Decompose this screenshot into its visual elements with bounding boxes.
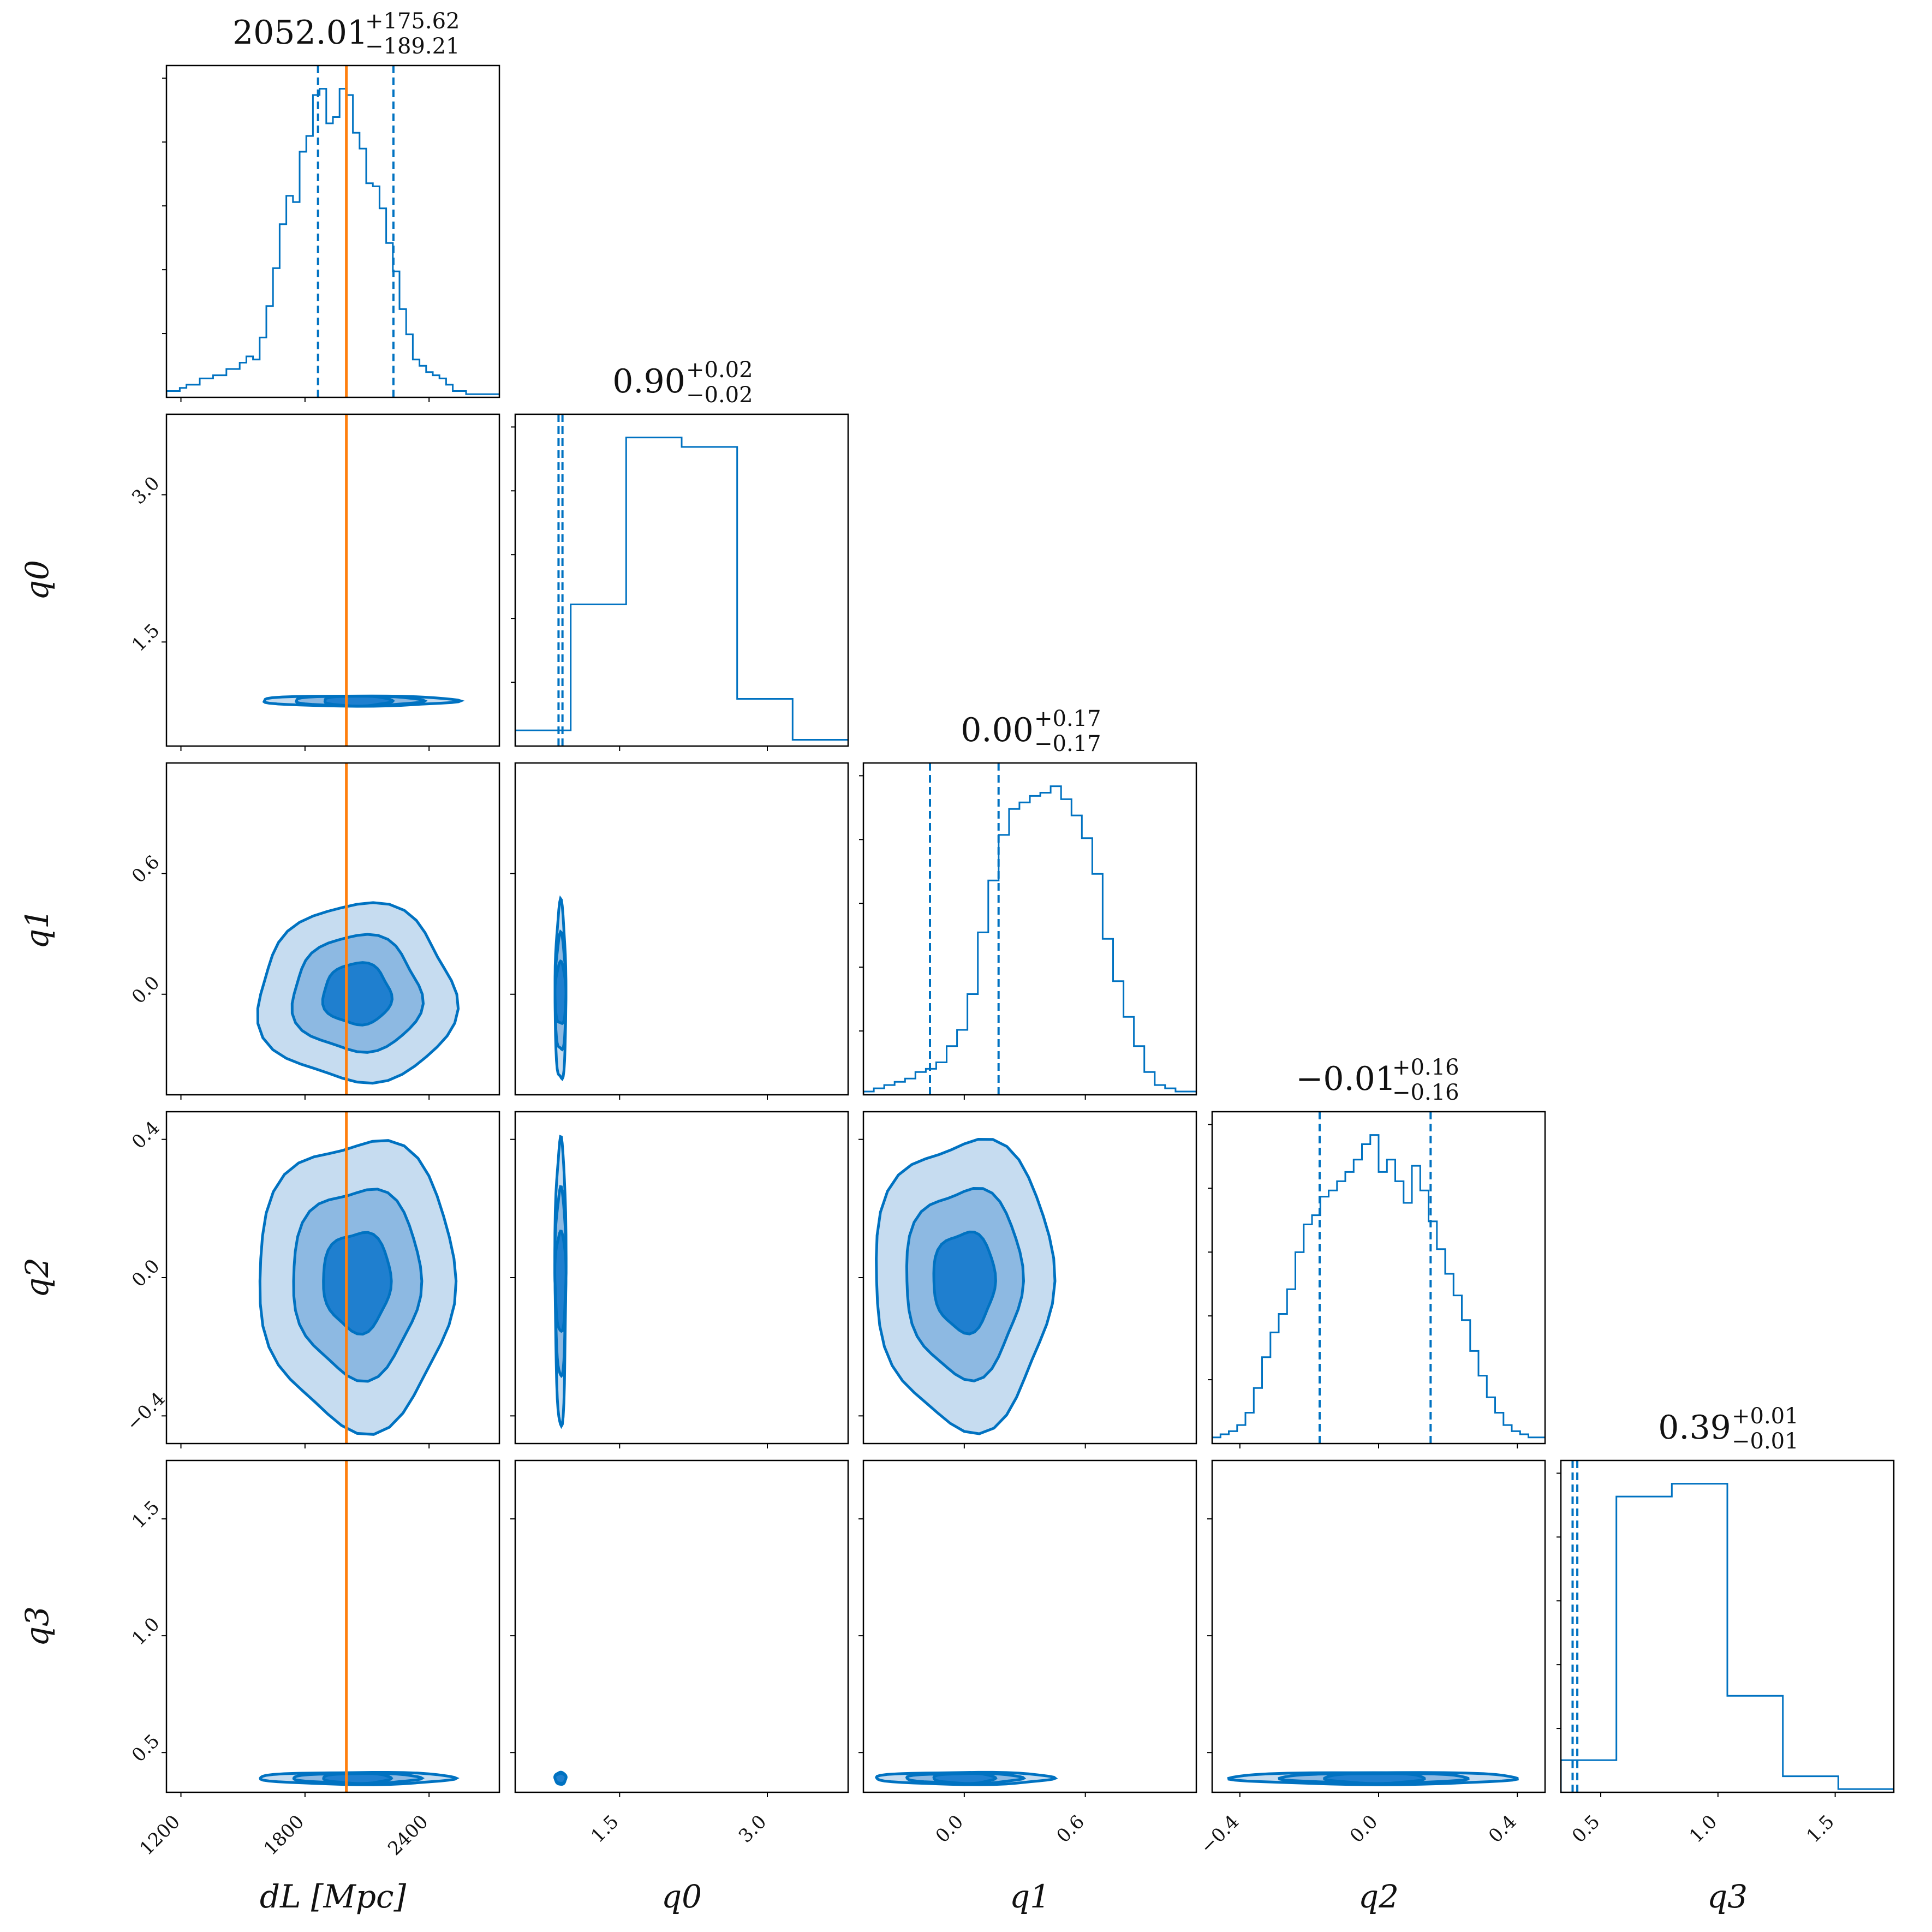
panel-title-minus-dL: −189.21 bbox=[365, 34, 460, 59]
contour-panel-q1-q2 bbox=[858, 1111, 1197, 1448]
contour-level-3 bbox=[553, 1772, 568, 1785]
contour-panel-q0-q1 bbox=[510, 762, 849, 1100]
contour-level-3 bbox=[321, 961, 394, 1027]
x-tick-label: 3.0 bbox=[735, 1811, 771, 1847]
hist-line-dL bbox=[166, 88, 499, 397]
axis-labels: dL [Mpc] q0 q1 q2 q3 q0 q1 q2 q3 bbox=[19, 560, 1748, 1915]
hist-line-q2 bbox=[1212, 1134, 1545, 1444]
y-axis-label-q0: q0 bbox=[19, 560, 56, 600]
contour-level-3 bbox=[932, 1230, 997, 1335]
panel-title-plus-q0: +0.02 bbox=[686, 357, 753, 383]
hist-panel-q0: 0.90 +0.02−0.02 bbox=[511, 357, 849, 751]
panel-frame bbox=[1560, 1459, 1895, 1793]
y-axis-label-q1: q1 bbox=[19, 909, 56, 949]
contour-panel-dL-q0: 1.5 3.0 bbox=[128, 413, 500, 751]
panel-title-q1: 0.00 bbox=[961, 711, 1034, 749]
y-tick-label: 0.5 bbox=[128, 1730, 164, 1767]
hist-panel-q2: −0.01+0.16−0.16 bbox=[1208, 1055, 1546, 1448]
panel-frame bbox=[165, 1459, 500, 1793]
panel-frame bbox=[165, 762, 500, 1096]
panel-title-minus-q0: −0.02 bbox=[686, 383, 753, 408]
y-tick-label: 0.0 bbox=[128, 972, 164, 1009]
panel-frame bbox=[165, 413, 500, 747]
x-tick-label: 1.5 bbox=[1802, 1811, 1839, 1847]
x-axis-label-q0: q0 bbox=[661, 1878, 702, 1915]
contour-panel-q0-q3: 1.5 3.0 bbox=[510, 1459, 849, 1847]
y-tick-label: 1.5 bbox=[128, 619, 164, 656]
x-axis-label-dL: dL [Mpc] bbox=[260, 1878, 407, 1915]
y-tick-label: 0.0 bbox=[128, 1255, 164, 1292]
contour-panel-q1-q3: 0.0 0.6 bbox=[858, 1459, 1197, 1847]
hist-line-q3 bbox=[1561, 1483, 1894, 1792]
x-axis-label-q2: q2 bbox=[1358, 1878, 1399, 1915]
panel-title-q3: 0.39 bbox=[1658, 1409, 1731, 1447]
panel-frame bbox=[1211, 1459, 1546, 1793]
x-tick-label: 0.5 bbox=[1568, 1811, 1605, 1847]
hist-line-q0 bbox=[515, 437, 848, 746]
x-tick-label: −0.4 bbox=[1196, 1811, 1244, 1858]
y-tick-label: 1.5 bbox=[128, 1496, 164, 1533]
panel-title-plus-q3: +0.01 bbox=[1732, 1404, 1799, 1429]
x-axis-label-q3: q3 bbox=[1707, 1878, 1748, 1915]
x-tick-label: 1.0 bbox=[1685, 1811, 1722, 1847]
contour-level-3 bbox=[322, 1231, 393, 1336]
contour-panel-dL-q2: −0.4 0.0 0.4 bbox=[122, 1111, 500, 1448]
x-tick-label: 0.0 bbox=[1346, 1811, 1382, 1847]
panel-title-dL: 2052.01 bbox=[232, 14, 368, 52]
panel-title-plus-q1: +0.17 bbox=[1034, 706, 1101, 731]
contour-level-3 bbox=[323, 695, 395, 708]
contour-level-3 bbox=[553, 1229, 568, 1333]
contour-level-3 bbox=[322, 1772, 393, 1785]
panel-title-plus-q2: +0.16 bbox=[1392, 1055, 1459, 1080]
x-tick-label: 0.6 bbox=[1053, 1811, 1089, 1847]
panel-title-q0: 0.90 bbox=[612, 362, 685, 401]
x-tick-label: 2400 bbox=[384, 1811, 432, 1859]
hist-line-q1 bbox=[863, 785, 1196, 1095]
y-tick-label: 0.6 bbox=[128, 851, 164, 888]
y-tick-label: −0.4 bbox=[122, 1388, 170, 1435]
panel-title-minus-q2: −0.16 bbox=[1392, 1080, 1459, 1105]
contour-panel-dL-q1: 0.0 0.6 bbox=[128, 762, 500, 1100]
contour-panel-dL-q3: 1200 1800 2400 0.5 1.0 1.5 bbox=[128, 1459, 500, 1860]
x-tick-label: 1200 bbox=[135, 1811, 184, 1859]
panel-title-minus-q3: −0.01 bbox=[1732, 1429, 1799, 1454]
panel-frame bbox=[862, 762, 1197, 1096]
panel-title-q2: −0.01 bbox=[1296, 1060, 1396, 1098]
panel-frame bbox=[514, 762, 849, 1096]
y-tick-label: 0.4 bbox=[128, 1117, 164, 1154]
panel-frame bbox=[165, 64, 500, 398]
panels: 2052.01+175.62−189.211.53.00.90 +0.02−0.0… bbox=[122, 9, 1895, 1860]
panel-frame bbox=[862, 1459, 1197, 1793]
y-tick-label: 3.0 bbox=[128, 472, 164, 509]
x-tick-label: 1.5 bbox=[587, 1811, 623, 1847]
contour-level-3 bbox=[553, 959, 568, 1025]
panel-title-plus-dL: +175.62 bbox=[365, 9, 460, 34]
x-tick-label: 0.4 bbox=[1484, 1811, 1521, 1847]
panel-frame bbox=[514, 413, 849, 747]
panel-title-minus-q1: −0.17 bbox=[1034, 731, 1101, 756]
contour-panel-q0-q2 bbox=[510, 1111, 849, 1448]
x-axis-label-q1: q1 bbox=[1010, 1878, 1050, 1915]
contour-level-3 bbox=[932, 1772, 998, 1785]
hist-panel-q1: 0.00 +0.17−0.17 bbox=[859, 706, 1197, 1100]
contour-panel-q2-q3: −0.4 0.0 0.4 bbox=[1196, 1459, 1546, 1858]
x-tick-label: 0.0 bbox=[932, 1811, 968, 1847]
panel-frame bbox=[514, 1459, 849, 1793]
y-axis-label-q3: q3 bbox=[19, 1606, 56, 1647]
hist-panel-q3: 0.39 +0.01−0.01 0.5 1.0 1.5 bbox=[1557, 1404, 1895, 1847]
hist-panel-dL: 2052.01+175.62−189.21 bbox=[162, 9, 500, 402]
contour-level-3 bbox=[1323, 1772, 1426, 1785]
y-tick-label: 1.0 bbox=[128, 1613, 164, 1650]
y-axis-label-q2: q2 bbox=[19, 1257, 56, 1298]
x-tick-label: 1800 bbox=[260, 1811, 308, 1859]
